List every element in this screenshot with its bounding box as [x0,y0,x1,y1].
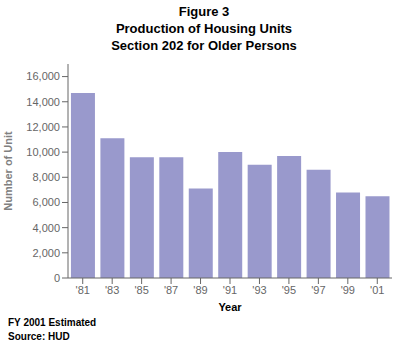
svg-text:6,000: 6,000 [32,196,60,208]
svg-text:8,000: 8,000 [32,171,60,183]
svg-text:'81: '81 [76,284,90,296]
svg-text:4,000: 4,000 [32,222,60,234]
svg-text:'89: '89 [193,284,207,296]
html-text:Figure 3: Figure 3 [178,4,230,19]
svg-text:12,000: 12,000 [26,121,60,133]
svg-text:'95: '95 [282,284,296,296]
html-text:Year: Year [218,301,242,313]
html-text:Production of Housing Units: Production of Housing Units [115,21,293,36]
svg-text:10,000: 10,000 [26,146,60,158]
svg-text:16,000: 16,000 [26,70,60,82]
svg-text:'85: '85 [134,284,148,296]
html-text:FY 2001 Estimated: FY 2001 Estimated [8,317,97,328]
svg-text:'83: '83 [105,284,119,296]
svg-text:14,000: 14,000 [26,96,60,108]
svg-text:'93: '93 [252,284,266,296]
svg-text:0: 0 [54,272,60,284]
svg-text:'91: '91 [223,284,237,296]
svg-text:'99: '99 [341,284,355,296]
svg-text:'01: '01 [370,284,384,296]
svg-text:2,000: 2,000 [32,247,60,259]
svg-text:'97: '97 [311,284,325,296]
svg-text:Number of Unit: Number of Unit [2,131,14,211]
html-text:Section 202 for Older Persons: Section 202 for Older Persons [111,38,297,53]
svg-text:'87: '87 [164,284,178,296]
html-text:Source: HUD: Source: HUD [8,331,70,342]
